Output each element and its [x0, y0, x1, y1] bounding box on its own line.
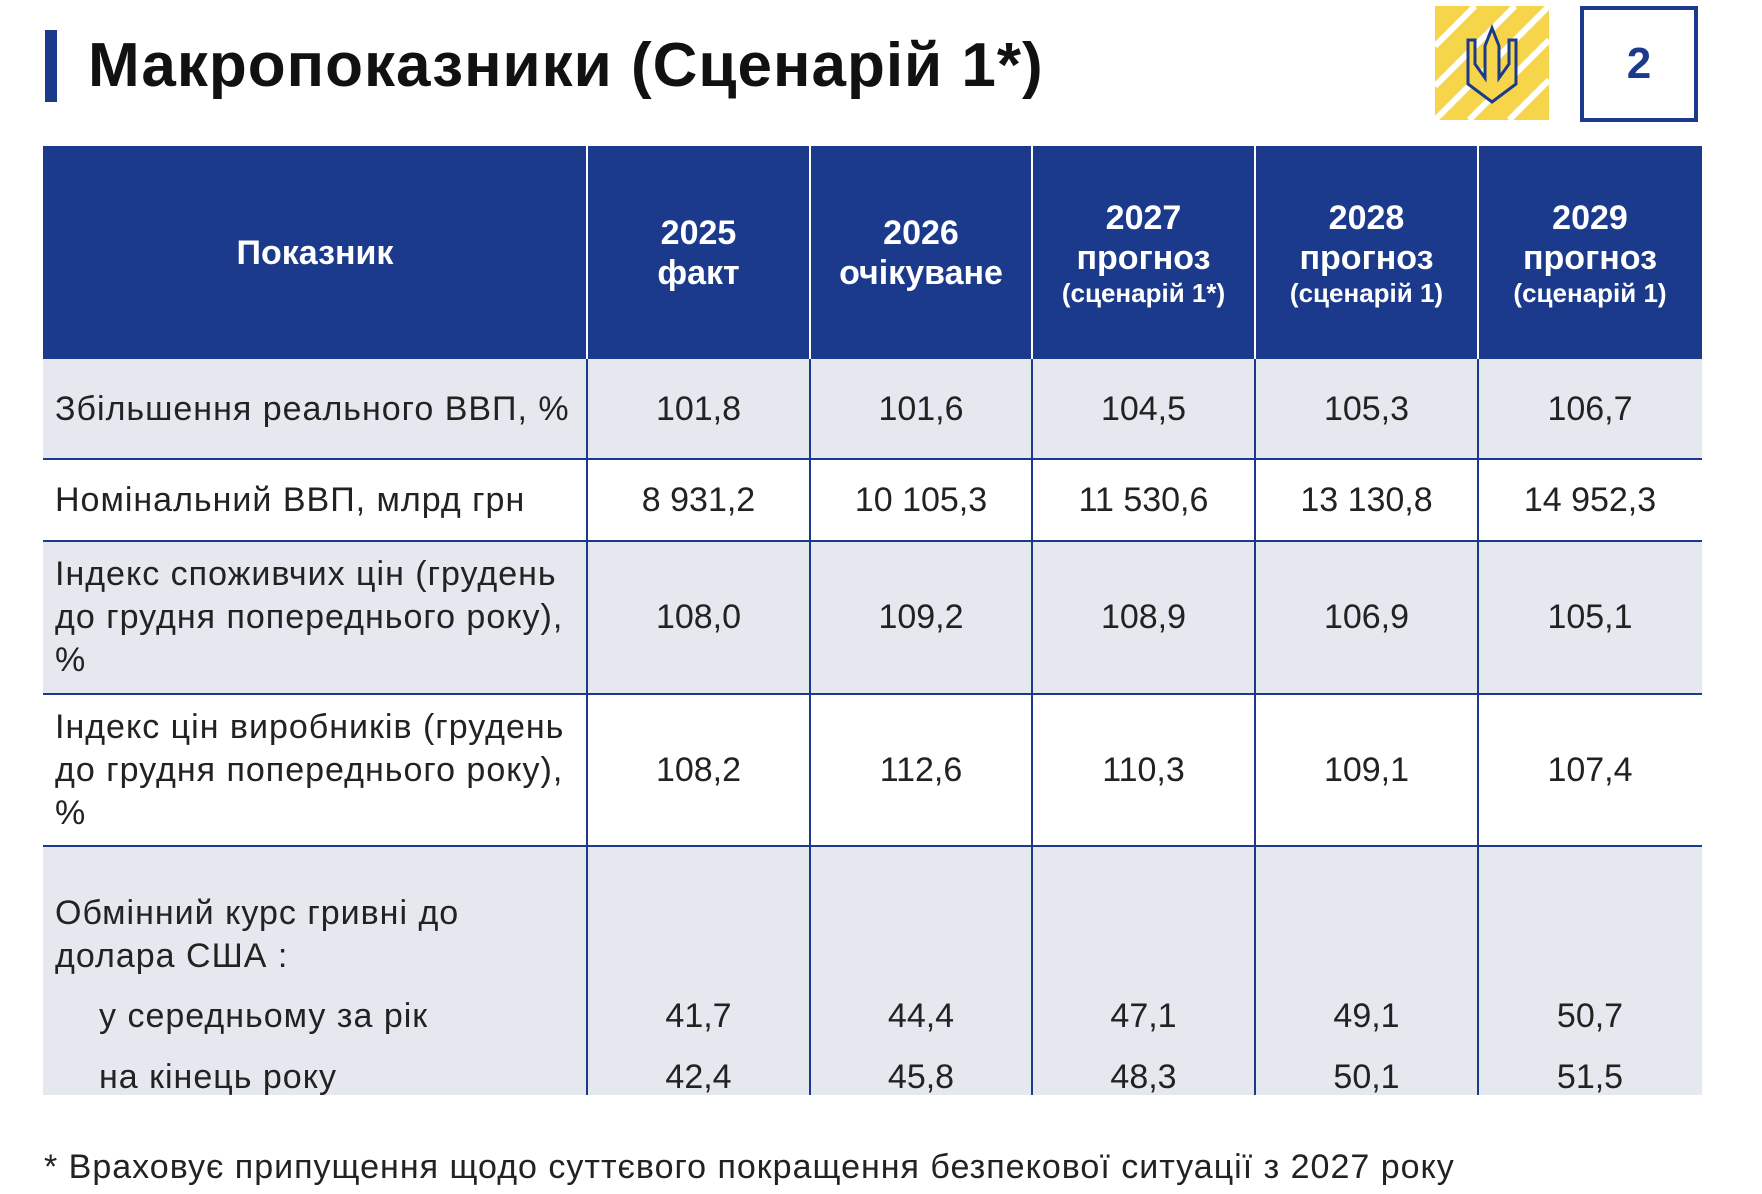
value-cell: 109,2 — [878, 598, 964, 636]
value-cell: 44,4 — [887, 996, 955, 1035]
value-cell: 108,2 — [655, 750, 742, 789]
column-divider — [1477, 359, 1479, 1095]
header-year: 2026 — [883, 213, 959, 252]
row-label: Збільшення реального ВВП, % — [55, 389, 570, 428]
value-cell: 105,1 — [1547, 598, 1633, 636]
value-cell: 108,0 — [655, 598, 742, 636]
header-divider — [1031, 146, 1033, 359]
column-divider — [809, 359, 811, 1095]
value-cell: 106,7 — [1547, 389, 1633, 428]
header-divider — [586, 146, 588, 359]
header-cell: 2028 прогноз (сценарій 1) — [1255, 146, 1478, 359]
value-cell: 42,4 — [665, 1057, 732, 1096]
value-cell: 105,3 — [1323, 389, 1410, 428]
sub-row-label: у середньому за рік — [99, 996, 429, 1035]
header-label: Показник — [236, 233, 394, 272]
value-cell: 11 530,6 — [1078, 480, 1209, 519]
header-year: 2027 — [1105, 198, 1182, 237]
header-status: прогноз — [1523, 238, 1657, 277]
value-cell: 109,1 — [1323, 750, 1410, 789]
value-cell: 50,7 — [1556, 996, 1624, 1035]
value-cell: 49,1 — [1333, 996, 1400, 1035]
sub-row-label: на кінець року — [99, 1057, 337, 1096]
header-row — [43, 146, 1702, 359]
row-divider — [43, 458, 1702, 460]
header-note: (сценарій 1) — [1513, 277, 1667, 308]
header-status: очікуване — [839, 253, 1003, 292]
value-cell: 106,9 — [1323, 598, 1410, 636]
title: Макропоказники (Сценарій 1*) — [88, 31, 1044, 100]
logo — [1435, 6, 1549, 120]
value-cell: 13 130,8 — [1300, 480, 1433, 519]
value-cell: 107,4 — [1547, 750, 1633, 789]
column-divider — [1254, 359, 1256, 1095]
value-cell: 47,1 — [1110, 996, 1177, 1035]
header-divider — [1477, 146, 1479, 359]
value-cell: 45,8 — [887, 1057, 955, 1096]
header-year: 2025 — [660, 213, 737, 252]
header-note: (сценарій 1) — [1289, 277, 1444, 308]
header-divider — [809, 146, 811, 359]
value-cell: 14 952,3 — [1523, 480, 1657, 519]
header-status: прогноз — [1076, 238, 1211, 277]
page-number: 2 — [1580, 6, 1698, 122]
row-divider — [43, 845, 1702, 847]
row-divider — [43, 540, 1702, 542]
row-label: Номінальний ВВП, млрд грн — [55, 480, 526, 519]
column-divider — [1031, 359, 1033, 1095]
row-label: Індекс цін виробників (грудень до грудня… — [55, 707, 565, 832]
header-divider — [1254, 146, 1256, 359]
row-bg — [43, 846, 1702, 1095]
header-year: 2029 — [1552, 198, 1628, 237]
value-cell: 51,5 — [1556, 1057, 1624, 1096]
value-cell: 104,5 — [1100, 389, 1187, 428]
row-bg — [43, 359, 1702, 459]
row-divider — [43, 693, 1702, 695]
header-status: факт — [657, 253, 740, 292]
header-cell: 2025 факт — [587, 146, 810, 359]
value-cell: 41,7 — [665, 996, 732, 1035]
title-bar — [45, 30, 57, 102]
value-cell: 8 931,2 — [641, 480, 756, 519]
value-cell: 108,9 — [1100, 598, 1187, 636]
row-bg — [43, 541, 1702, 694]
header-cell: 2029 прогноз (сценарій 1) — [1478, 146, 1702, 359]
value-cell: 112,6 — [879, 750, 963, 789]
value-cell: 101,6 — [878, 389, 964, 428]
header-status: прогноз — [1299, 238, 1434, 277]
header-cell: 2026 очікуване — [810, 146, 1032, 359]
value-cell: 48,3 — [1110, 1057, 1177, 1096]
row-label: Індекс споживчих цін (грудень до грудня … — [55, 555, 564, 679]
header-cell: 2027 прогноз (сценарій 1*) — [1032, 146, 1255, 359]
value-cell: 110,3 — [1102, 750, 1185, 789]
footnote: * Враховує припущення щодо суттєвого пок… — [44, 1148, 1455, 1186]
header-note: (сценарій 1*) — [1061, 277, 1226, 308]
row-label: Обмінний курс гривні до долара США : — [55, 894, 460, 975]
column-divider — [586, 359, 588, 1095]
value-cell: 50,1 — [1333, 1057, 1400, 1096]
value-cell: 10 105,3 — [854, 480, 988, 519]
row-bg — [43, 459, 1702, 541]
value-cell: 101,8 — [655, 389, 742, 428]
header-cell: Показник — [43, 146, 587, 359]
row-bg — [43, 694, 1702, 846]
header-year: 2028 — [1328, 198, 1405, 237]
